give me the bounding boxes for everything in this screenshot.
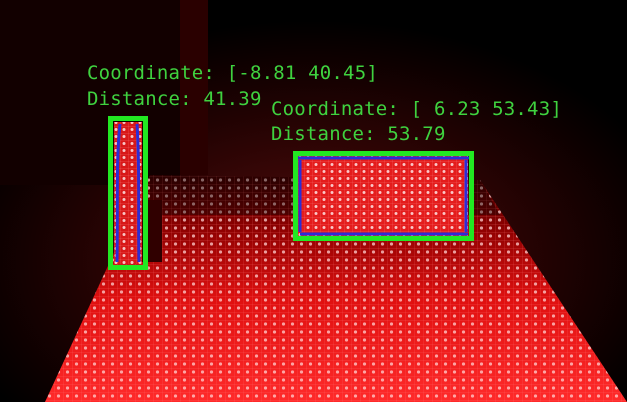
detection-2-distance-label: Distance: 53.79 (271, 123, 446, 145)
left-object-contour (115, 123, 141, 263)
bounding-box-left (108, 116, 148, 270)
floor-grid-texture (45, 175, 627, 402)
left-wall-shadow (0, 0, 180, 185)
bounding-box-right (293, 151, 474, 241)
detection-1-distance-label: Distance: 41.39 (87, 88, 262, 110)
back-pillar (178, 0, 208, 175)
right-object-texture (298, 156, 468, 236)
right-object-contour (298, 156, 470, 236)
detection-2-coordinate-label: Coordinate: [ 6.23 53.43] (271, 98, 562, 120)
detection-1-coordinate-label: Coordinate: [-8.81 40.45] (87, 62, 378, 84)
